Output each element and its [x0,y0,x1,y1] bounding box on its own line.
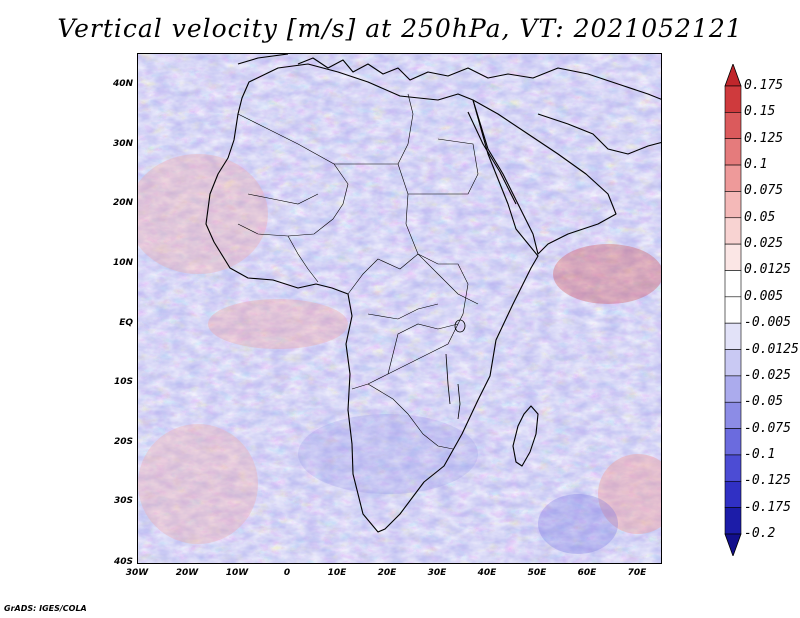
colorbar-label: 0.0125 [744,262,791,278]
lon-label: 10E [327,568,347,578]
colorbar-label: -0.0125 [744,341,799,357]
plot-title: Vertical velocity [m/s] at 250hPa, VT: 2… [57,14,743,43]
lon-label: 10W [225,568,249,578]
colorbar-label: -0.1 [744,446,776,462]
colorbar-label: -0.005 [744,315,791,331]
colorbar-bin [724,480,742,508]
lon-label: 20W [175,568,199,578]
lon-label: 0 [283,568,291,578]
lat-label: 40S [113,557,133,567]
lon-label: 20E [377,568,397,578]
colorbar-label: -0.175 [744,499,791,515]
colorbar-bin [724,164,742,192]
colorbar-bin [724,296,742,324]
vertical-velocity-field [138,54,661,563]
lat-label: 40N [112,79,133,89]
lat-label: 30N [112,139,133,149]
colorbar-bin [724,191,742,219]
colorbar-label: -0.05 [744,394,784,410]
lon-label: 30E [427,568,447,578]
colorbar-label: -0.075 [744,420,791,436]
colorbar-bin [724,270,742,298]
lon-label: 40E [477,568,497,578]
colorbar-bin [724,217,742,245]
colorbar-label: 0.15 [744,104,776,120]
lat-label: 10S [113,377,133,387]
lon-label: 70E [627,568,647,578]
country-borders [237,93,479,450]
colorbar-bin [724,85,742,113]
lat-label: 20S [113,437,133,447]
colorbar-label: -0.025 [744,367,791,383]
colorbar-label: 0.175 [744,78,784,93]
colorbar-label: 0.075 [744,183,784,199]
colorbar-bin [724,401,742,429]
colorbar-label: 0.125 [744,130,784,146]
lon-label: 50E [527,568,547,578]
colorbar-label: 0.005 [744,288,784,304]
colorbar-min-triangle [724,533,742,556]
colorbar-max-triangle [724,64,742,87]
map-panel [137,53,662,564]
colorbar-bin [724,349,742,377]
colorbar-bin [724,112,742,140]
lon-label: 30W [125,568,149,578]
colorbar-label: 0.1 [744,157,768,173]
lat-label: 30S [113,496,133,506]
lon-label: 60E [577,568,597,578]
colorbar-bin [724,243,742,271]
colorbar [724,64,742,556]
colorbar-label: -0.125 [744,473,791,489]
colorbar-label: -0.2 [744,526,776,541]
colorbar-label: 0.025 [744,236,784,252]
colorbar-bin [724,454,742,482]
lat-label: 20N [112,198,133,208]
colorbar-bin [724,322,742,350]
colorbar-label: 0.05 [744,209,776,225]
colorbar-bin [724,138,742,166]
colorbar-bin [724,375,742,403]
lakes [445,319,466,420]
grads-credit: GrADS: IGES/COLA [4,604,87,613]
colorbar-bin [724,507,742,535]
coastlines [205,54,661,533]
lat-label: 10N [112,258,133,268]
lat-label: EQ [119,318,133,328]
colorbar-bin [724,428,742,456]
